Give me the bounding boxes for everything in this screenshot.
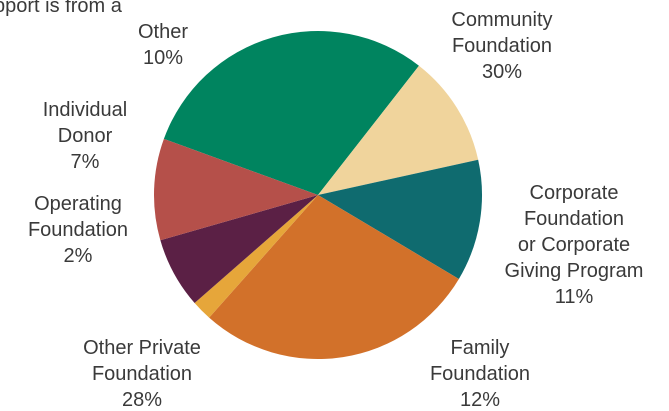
- pie-slice-other: [153, 138, 318, 241]
- slice-label-community-foundation: Community Foundation 30%: [451, 9, 552, 83]
- chart-title-fragment: pport is from a: [0, 0, 123, 17]
- pie-slice-other-private-foundation: [209, 195, 459, 360]
- slice-label-operating-foundation: Operating Foundation 2%: [28, 193, 128, 267]
- pie-slices: [153, 31, 482, 360]
- pie-slice-operating-foundation: [194, 195, 318, 318]
- pie-labels: Community Foundation 30% Corporate Foundatio…: [28, 9, 644, 411]
- slice-label-other-private-foundation: Other Private Foundation 28%: [83, 337, 201, 411]
- pie-slice-family-foundation: [318, 159, 482, 279]
- slice-label-individual-donor: Individual Donor 7%: [43, 99, 128, 173]
- slice-label-corporate-foundation-or-corporate-giving-program: Corporate Foundation or Corporate Giving Pr…: [505, 182, 644, 308]
- slice-label-family-foundation: Family Foundation 12%: [430, 337, 530, 411]
- pie-slice-community-foundation: [163, 31, 419, 196]
- slice-label-other: Other 10%: [138, 21, 188, 69]
- pie-slice-corporate-foundation-or-corporate-giving-program: [318, 65, 479, 196]
- pie-slice-individual-donor: [160, 195, 318, 304]
